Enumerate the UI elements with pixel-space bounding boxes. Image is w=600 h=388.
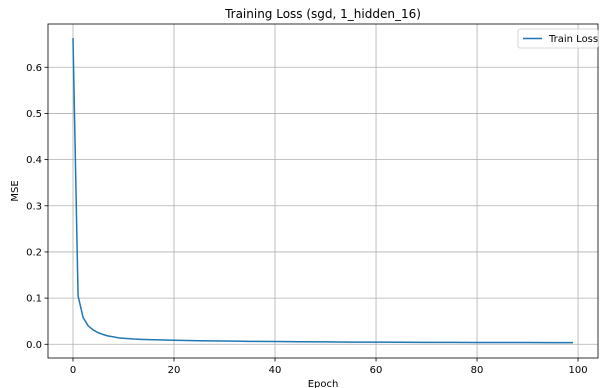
x-tick-label: 60 bbox=[370, 365, 383, 376]
x-tick-label: 80 bbox=[471, 365, 484, 376]
series-line-train-loss bbox=[72, 38, 573, 344]
grid-layer bbox=[48, 24, 598, 358]
x-axis-label: Epoch bbox=[308, 379, 339, 388]
y-tick-label: 0.0 bbox=[26, 340, 42, 351]
y-axis-label: MSE bbox=[10, 180, 21, 201]
tick-layer: 0 20 40 60 80 100 0.0 0.1 0.2 0.3 0.4 0.5 0.6 bbox=[26, 63, 588, 376]
y-tick-label: 0.2 bbox=[26, 247, 42, 258]
y-tick-label: 0.4 bbox=[26, 155, 42, 166]
x-tick-label: 100 bbox=[569, 365, 588, 376]
y-tick-label: 0.5 bbox=[26, 109, 42, 120]
y-tick-label: 0.6 bbox=[26, 63, 42, 74]
plot-frame bbox=[47, 23, 599, 359]
x-tick-label: 40 bbox=[269, 365, 282, 376]
x-tick-label: 20 bbox=[168, 365, 181, 376]
y-tick-label: 0.1 bbox=[26, 294, 42, 305]
chart-title: Training Loss (sgd, 1_hidden_16) bbox=[224, 7, 421, 21]
series-layer bbox=[72, 38, 573, 344]
legend-label-train-loss: Train Loss bbox=[548, 34, 598, 45]
legend-box bbox=[517, 28, 599, 49]
legend: Train Loss bbox=[517, 28, 599, 49]
x-tick-label: 0 bbox=[70, 365, 76, 376]
y-tick-label: 0.3 bbox=[26, 201, 42, 212]
